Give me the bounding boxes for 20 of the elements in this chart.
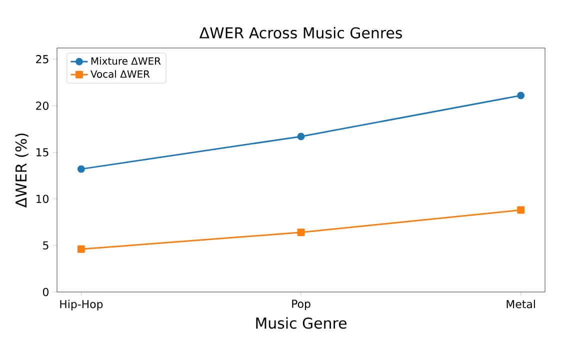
point xyxy=(517,206,525,214)
point xyxy=(77,165,85,173)
legend-label: Vocal ΔWER xyxy=(90,70,150,78)
y-tick-label: 20 xyxy=(36,102,48,110)
y-tick-label: 25 xyxy=(36,55,48,64)
y-tick-label: 5 xyxy=(43,241,48,250)
legend-label: Mixture ΔWER xyxy=(91,57,161,65)
x-axis-title: Music Genre xyxy=(256,317,346,329)
chart-title: ΔWER Across Music Genres xyxy=(199,26,402,39)
point xyxy=(77,245,85,253)
y-tick-label: 15 xyxy=(36,148,48,156)
point xyxy=(297,228,305,236)
x-tick-label: Metal xyxy=(506,300,535,308)
y-axis-title: ΔWER (%) xyxy=(15,134,28,208)
point xyxy=(517,92,525,100)
x-tick-label: Pop xyxy=(292,300,310,310)
x-tick-label: Hip-Hop xyxy=(60,300,103,310)
y-tick-label: 0 xyxy=(42,288,48,296)
y-tick-label: 10 xyxy=(36,194,48,204)
point xyxy=(297,132,305,140)
